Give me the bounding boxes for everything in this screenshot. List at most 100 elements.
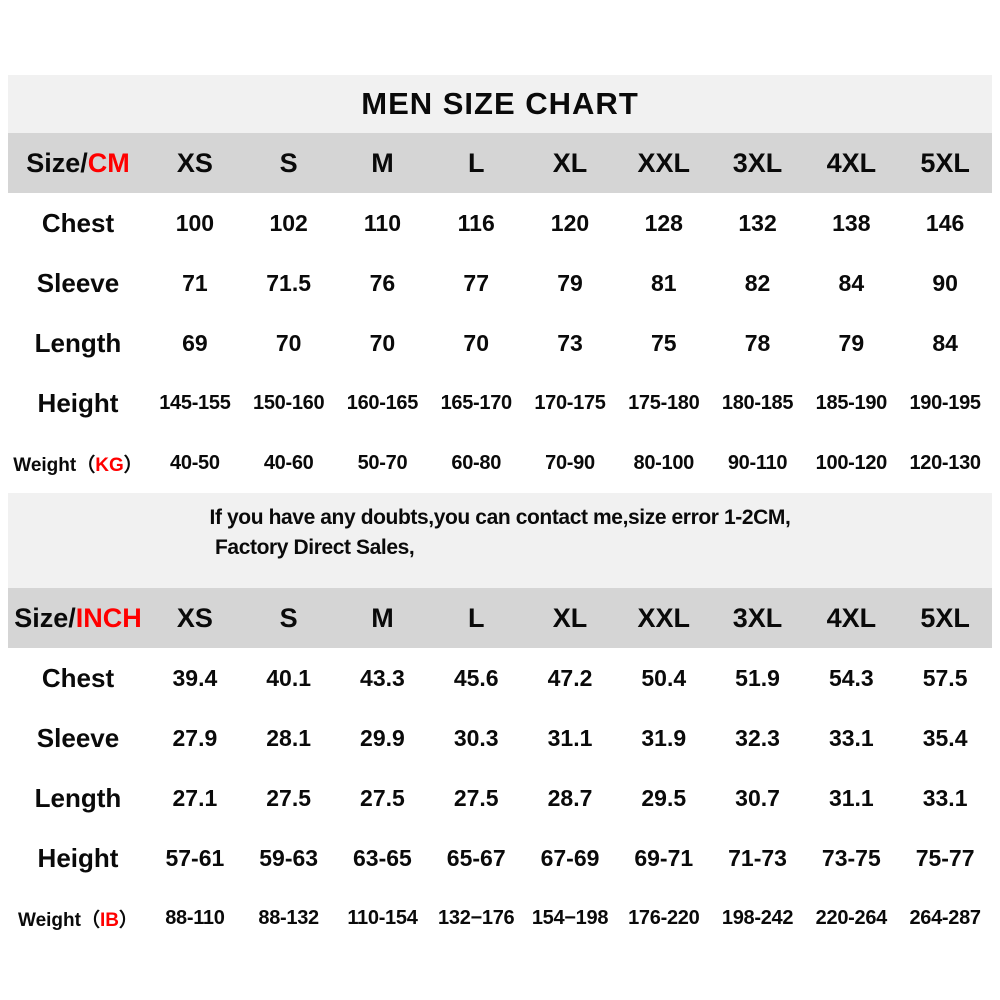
cell-value: 39.4	[172, 664, 218, 691]
size-chart-image: MEN SIZE CHART Size/CM XS S M L XL XXL 3XL 4XL 5X…	[8, 75, 992, 948]
size-col-header: XXL	[637, 602, 691, 633]
table-row: Sleeve 27.9 28.1 29.9 30.3 31.1 31.9 32.3 33.1 35…	[8, 708, 992, 768]
table-row: Weight（IB） 88-110 88-132 110-154 132−176 154−…	[8, 888, 992, 948]
table-row: Height 57-61 59-63 63-65 65-67 67-69 69-71 71-7…	[8, 828, 992, 888]
cell-value: 69	[182, 329, 208, 356]
cell-value: 132−176	[438, 906, 515, 929]
cell-value: 170-175	[534, 391, 606, 414]
size-unit-header: Size/INCH	[8, 603, 148, 634]
cell-value: 146	[925, 209, 965, 236]
cell-value: 27.5	[360, 784, 405, 811]
cell-value: 76	[369, 269, 396, 296]
cell-value: 150-160	[253, 391, 325, 414]
unit-highlight: INCH	[75, 602, 142, 633]
cell-value: 47.2	[547, 664, 593, 691]
cell-value: 35.4	[922, 724, 968, 751]
cell-value: 176-220	[628, 906, 700, 929]
cell-value: 145-155	[159, 391, 231, 414]
cell-value: 102	[269, 209, 308, 236]
label-text: Size/	[26, 147, 88, 178]
cell-value: 75	[650, 329, 677, 356]
size-col-header: XS	[176, 602, 213, 633]
cell-value: 31.1	[828, 784, 874, 811]
label-text: Length	[34, 327, 122, 358]
size-col-header: XL	[552, 147, 588, 178]
cell-value: 67-69	[540, 844, 600, 871]
cell-value: 65-67	[446, 844, 506, 871]
cell-value: 63-65	[353, 844, 412, 871]
cell-value: 57-61	[165, 844, 225, 871]
page-title: MEN SIZE CHART	[8, 75, 992, 133]
table-row: Weight（KG） 40-50 40-60 50-70 60-80 70-90 80-10…	[8, 433, 992, 493]
size-col-header: XL	[552, 602, 588, 633]
size-col-header: M	[371, 147, 394, 178]
row-label: Length	[8, 328, 148, 359]
cell-value: 27.5	[266, 784, 312, 811]
cell-value: 27.5	[453, 784, 499, 811]
cell-value: 88-110	[165, 906, 225, 929]
cell-value: 57.5	[922, 664, 968, 691]
cell-value: 132	[738, 209, 777, 236]
label-text: Chest	[41, 207, 115, 238]
cell-value: 73	[557, 329, 583, 356]
row-label: Weight（KG）	[8, 450, 148, 477]
cell-value: 27.1	[172, 784, 218, 811]
cell-value: 50.4	[641, 664, 687, 691]
cell-value: 31.9	[641, 724, 687, 751]
size-col-header: 3XL	[732, 147, 783, 178]
cell-value: 54.3	[828, 664, 874, 691]
row-label: Length	[8, 783, 148, 814]
cell-value: 81	[650, 269, 677, 296]
cell-value: 75-77	[915, 844, 975, 871]
cell-value: 100-120	[815, 451, 888, 474]
cell-value: 78	[744, 329, 771, 356]
cell-value: 110-154	[347, 906, 418, 929]
row-label: Weight（IB）	[8, 905, 148, 932]
cell-value: 88-132	[258, 906, 319, 929]
cell-value: 77	[463, 269, 490, 296]
cell-value: 69-71	[634, 844, 694, 871]
cell-value: 40-50	[170, 451, 220, 474]
table-row: Chest 100 102 110 116 120 128 132 138 146	[8, 193, 992, 253]
size-col-header: S	[279, 147, 298, 178]
unit-highlight: KG	[95, 454, 124, 476]
cell-value: 71	[182, 269, 208, 296]
size-col-header: S	[279, 602, 298, 633]
label-text: ）	[118, 909, 138, 931]
unit-highlight: IB	[99, 909, 119, 931]
row-label: Height	[8, 843, 148, 874]
cell-value: 120-130	[909, 451, 981, 474]
cell-value: 100	[175, 209, 215, 236]
cell-value: 84	[932, 329, 958, 356]
label-text: Weight（	[13, 454, 96, 476]
cell-value: 73-75	[821, 844, 881, 871]
cell-value: 82	[744, 269, 771, 296]
table-row: Sleeve 71 71.5 76 77 79 81 82 84 90	[8, 253, 992, 313]
cell-value: 185-190	[815, 391, 888, 414]
cell-value: 28.1	[266, 724, 312, 751]
label-text: Height	[37, 842, 119, 873]
note-banner: If you have any doubts,you can contact m…	[8, 493, 992, 588]
table-row: Length 27.1 27.5 27.5 27.5 28.7 29.5 30.7 31.1 33…	[8, 768, 992, 828]
cell-value: 28.7	[547, 784, 593, 811]
cell-value: 51.9	[735, 664, 780, 691]
size-col-header: 3XL	[732, 602, 783, 633]
table-row: Chest 39.4 40.1 43.3 45.6 47.2 50.4 51.9 54.3 57.…	[8, 648, 992, 708]
size-col-header: 5XL	[920, 147, 970, 178]
cell-value: 59-63	[259, 844, 319, 871]
label-text: Sleeve	[36, 722, 120, 753]
cell-value: 264-287	[909, 906, 981, 929]
cell-value: 70	[275, 329, 302, 356]
table-row: Height 145-155 150-160 160-165 165-170 170-17…	[8, 373, 992, 433]
cell-value: 33.1	[828, 724, 874, 751]
cell-value: 220-264	[815, 906, 888, 929]
cell-value: 43.3	[360, 664, 405, 691]
size-col-header: 5XL	[920, 602, 970, 633]
cell-value: 27.9	[172, 724, 218, 751]
cell-value: 40.1	[266, 664, 312, 691]
cell-value: 128	[644, 209, 683, 236]
cell-value: 79	[838, 329, 865, 356]
cell-value: 32.3	[735, 724, 780, 751]
size-col-header: 4XL	[826, 147, 877, 178]
cell-value: 29.5	[641, 784, 687, 811]
